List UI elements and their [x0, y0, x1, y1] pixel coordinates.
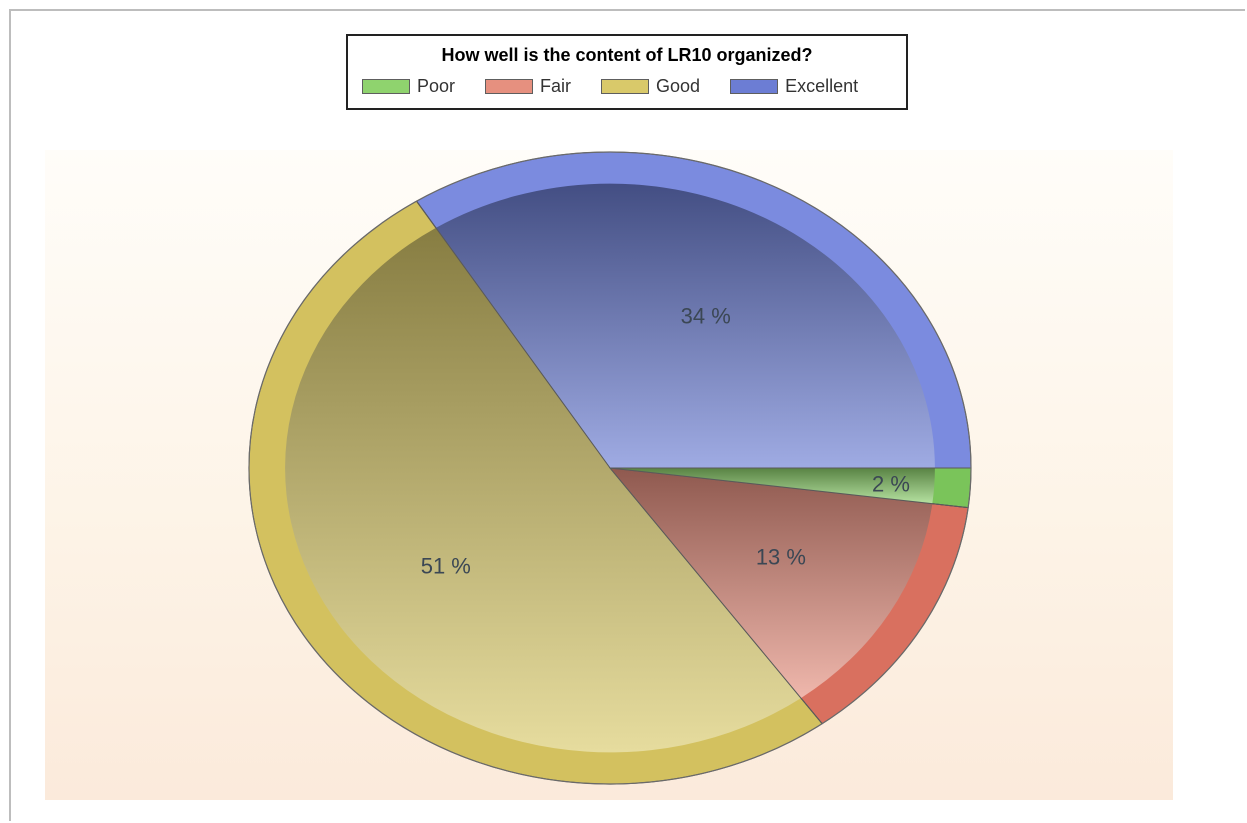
pie-slice-face-fair [610, 468, 933, 699]
legend: How well is the content of LR10 organize… [346, 34, 908, 110]
legend-label-excellent: Excellent [785, 76, 859, 96]
legend-items: Poor Fair Good Excellent [362, 76, 858, 97]
pie-label-excellent: 34 % [681, 304, 731, 329]
legend-item-poor: Poor [362, 76, 455, 97]
legend-swatch-excellent [730, 79, 779, 94]
legend-swatch-good [601, 79, 650, 94]
legend-label-poor: Poor [417, 76, 456, 96]
pie-label-fair: 13 % [756, 545, 806, 570]
legend-item-excellent: Excellent [730, 76, 858, 97]
legend-item-fair: Fair [485, 76, 571, 97]
chart-frame [9, 9, 1245, 821]
legend-item-good: Good [601, 76, 700, 97]
legend-label-fair: Fair [540, 76, 572, 96]
pie-label-good: 51 % [421, 554, 471, 579]
legend-swatch-fair [485, 79, 534, 94]
pie-label-poor: 2 % [872, 472, 910, 497]
pie-slice-face-good [285, 227, 801, 753]
pie-outline [248, 151, 972, 785]
pie-slice-face-excellent [435, 183, 935, 468]
chart-title: How well is the content of LR10 organize… [441, 45, 813, 65]
pie-slice-edge-poor [609, 467, 971, 509]
legend-label-good: Good [656, 76, 701, 96]
legend-swatch-poor [362, 79, 410, 94]
